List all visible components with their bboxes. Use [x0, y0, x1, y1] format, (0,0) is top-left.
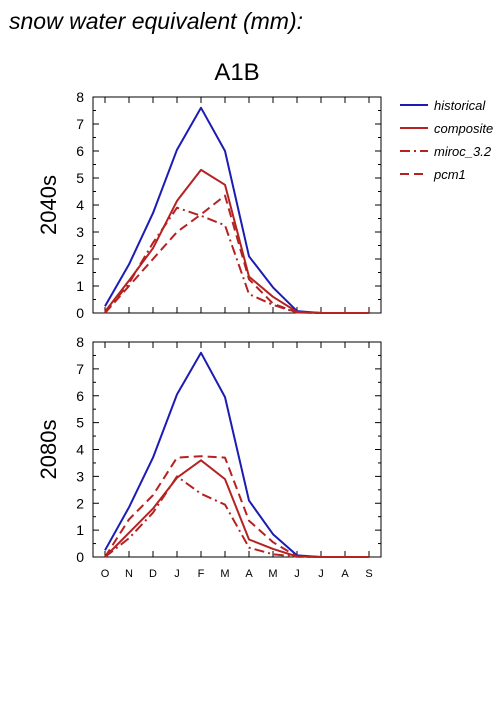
legend-label: miroc_3.2	[434, 144, 492, 159]
x-tick-label: A	[245, 568, 253, 580]
y-tick-label: 3	[76, 224, 84, 240]
y-tick-label: 1	[76, 278, 84, 294]
figure-title: snow water equivalent (mm):	[9, 8, 303, 34]
x-tick-label: F	[198, 568, 205, 580]
legend-label: historical	[434, 98, 486, 113]
y-tick-label: 2	[76, 251, 84, 267]
y-tick-label: 7	[76, 116, 84, 132]
panel-label: 2040s	[36, 175, 61, 235]
panel-2080s: 0 1 2 3 4 5 6 7 8 O N D J F M A M J J A S 2080s	[36, 334, 382, 580]
panel-label: 2080s	[36, 420, 61, 480]
series-line-pcm1	[104, 455, 369, 558]
y-tick-label: 2	[76, 495, 84, 511]
y-tick-label: 7	[76, 361, 84, 377]
series-line-miroc-3-2	[104, 206, 369, 314]
x-tick-label: J	[294, 568, 300, 580]
x-tick-label: M	[268, 568, 277, 580]
legend-label: composite	[434, 121, 493, 136]
legend-label: pcm1	[433, 167, 466, 182]
x-tick-label: A	[341, 568, 349, 580]
y-tick-label: 8	[76, 334, 84, 350]
series-line-composite	[104, 168, 369, 314]
y-tick-label: 4	[76, 197, 84, 213]
x-tick-label: S	[365, 568, 372, 580]
x-tick-label: M	[220, 568, 229, 580]
y-tick-label: 6	[76, 388, 84, 404]
y-tick-label: 0	[76, 549, 84, 565]
series-line-pcm1	[104, 194, 369, 314]
y-tick-label: 4	[76, 442, 84, 458]
scenario-title: A1B	[214, 59, 259, 86]
y-tick-label: 8	[76, 89, 84, 105]
legend: historical composite miroc_3.2 pcm1	[400, 98, 493, 182]
panel-2040s: 0 1 2 3 4 5 6 7 8 2040s	[36, 89, 382, 321]
y-tick-label: 5	[76, 170, 84, 186]
x-tick-label: D	[149, 568, 157, 580]
x-tick-label: J	[318, 568, 324, 580]
x-tick-label: J	[174, 568, 180, 580]
x-tick-label: O	[101, 568, 110, 580]
y-tick-label: 3	[76, 468, 84, 484]
y-tick-label: 5	[76, 415, 84, 431]
y-tick-label: 0	[76, 305, 84, 321]
series-line-miroc-3-2	[104, 475, 369, 558]
y-tick-label: 1	[76, 522, 84, 538]
y-tick-label: 6	[76, 143, 84, 159]
x-tick-label: N	[125, 568, 133, 580]
series-line-historical	[104, 106, 369, 314]
